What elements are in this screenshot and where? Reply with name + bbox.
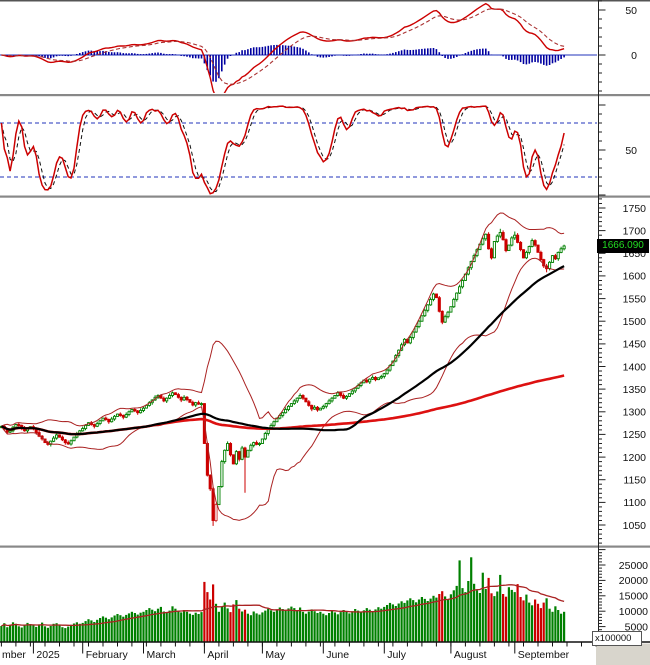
volume-bars [0,557,566,642]
macd-signal-line [1,8,565,85]
svg-text:1200: 1200 [623,452,647,464]
svg-text:0: 0 [631,50,637,62]
svg-text:10000: 10000 [619,606,648,618]
svg-text:1500: 1500 [623,316,647,328]
svg-text:25000: 25000 [619,560,648,572]
x-label-month: September [518,649,570,661]
svg-text:1100: 1100 [623,497,646,509]
macd-panel [0,2,597,93]
svg-text:50: 50 [625,145,637,157]
x-label-month: June [326,649,349,661]
svg-text:1350: 1350 [623,384,647,396]
x-label-month: March [147,649,176,661]
ma-fast-black-line [0,265,565,436]
candles [0,228,566,526]
panel-separator [0,545,650,548]
x-label-month: April [207,649,228,661]
volume-scale-badge: x100000 [592,631,642,646]
volume-panel [0,557,566,642]
stochastic-panel [0,105,597,195]
bollinger-lower [0,257,565,521]
svg-text:1300: 1300 [623,407,647,419]
stochastic-k-line [0,105,565,195]
price-panel [0,212,566,526]
svg-text:1250: 1250 [623,429,647,441]
svg-text:1150: 1150 [623,475,646,487]
x-label-month: August [454,649,487,661]
macd-line [1,2,565,93]
svg-text:1550: 1550 [623,293,647,305]
x-label-partial: mber [2,649,26,661]
panel-separator [0,94,650,97]
x-axis: mber 2025 February March April May June July Aug… [0,641,650,665]
svg-text:1750: 1750 [623,203,647,215]
stochastic-d-line [0,105,565,193]
svg-text:1450: 1450 [623,339,647,351]
x-label-month: May [265,649,286,661]
last-price-badge: 1666.090 [597,239,649,253]
volume-ma-line [1,584,565,627]
svg-text:1400: 1400 [623,361,647,373]
x-label-month: July [387,649,406,661]
corner-fill [596,643,650,665]
svg-text:20000: 20000 [619,575,648,587]
bollinger-upper [1,212,565,427]
svg-text:15000: 15000 [619,591,648,603]
x-label-month: 2025 [36,649,60,661]
right-axis: 5005017501700165016001550150014501400135… [0,0,650,643]
svg-text:1050: 1050 [623,520,647,532]
x-label-month: February [86,649,129,661]
svg-text:1600: 1600 [623,271,647,283]
svg-text:5000: 5000 [625,621,649,633]
svg-text:1700: 1700 [623,225,647,237]
panel-separator [0,195,650,198]
svg-text:50: 50 [625,5,637,17]
